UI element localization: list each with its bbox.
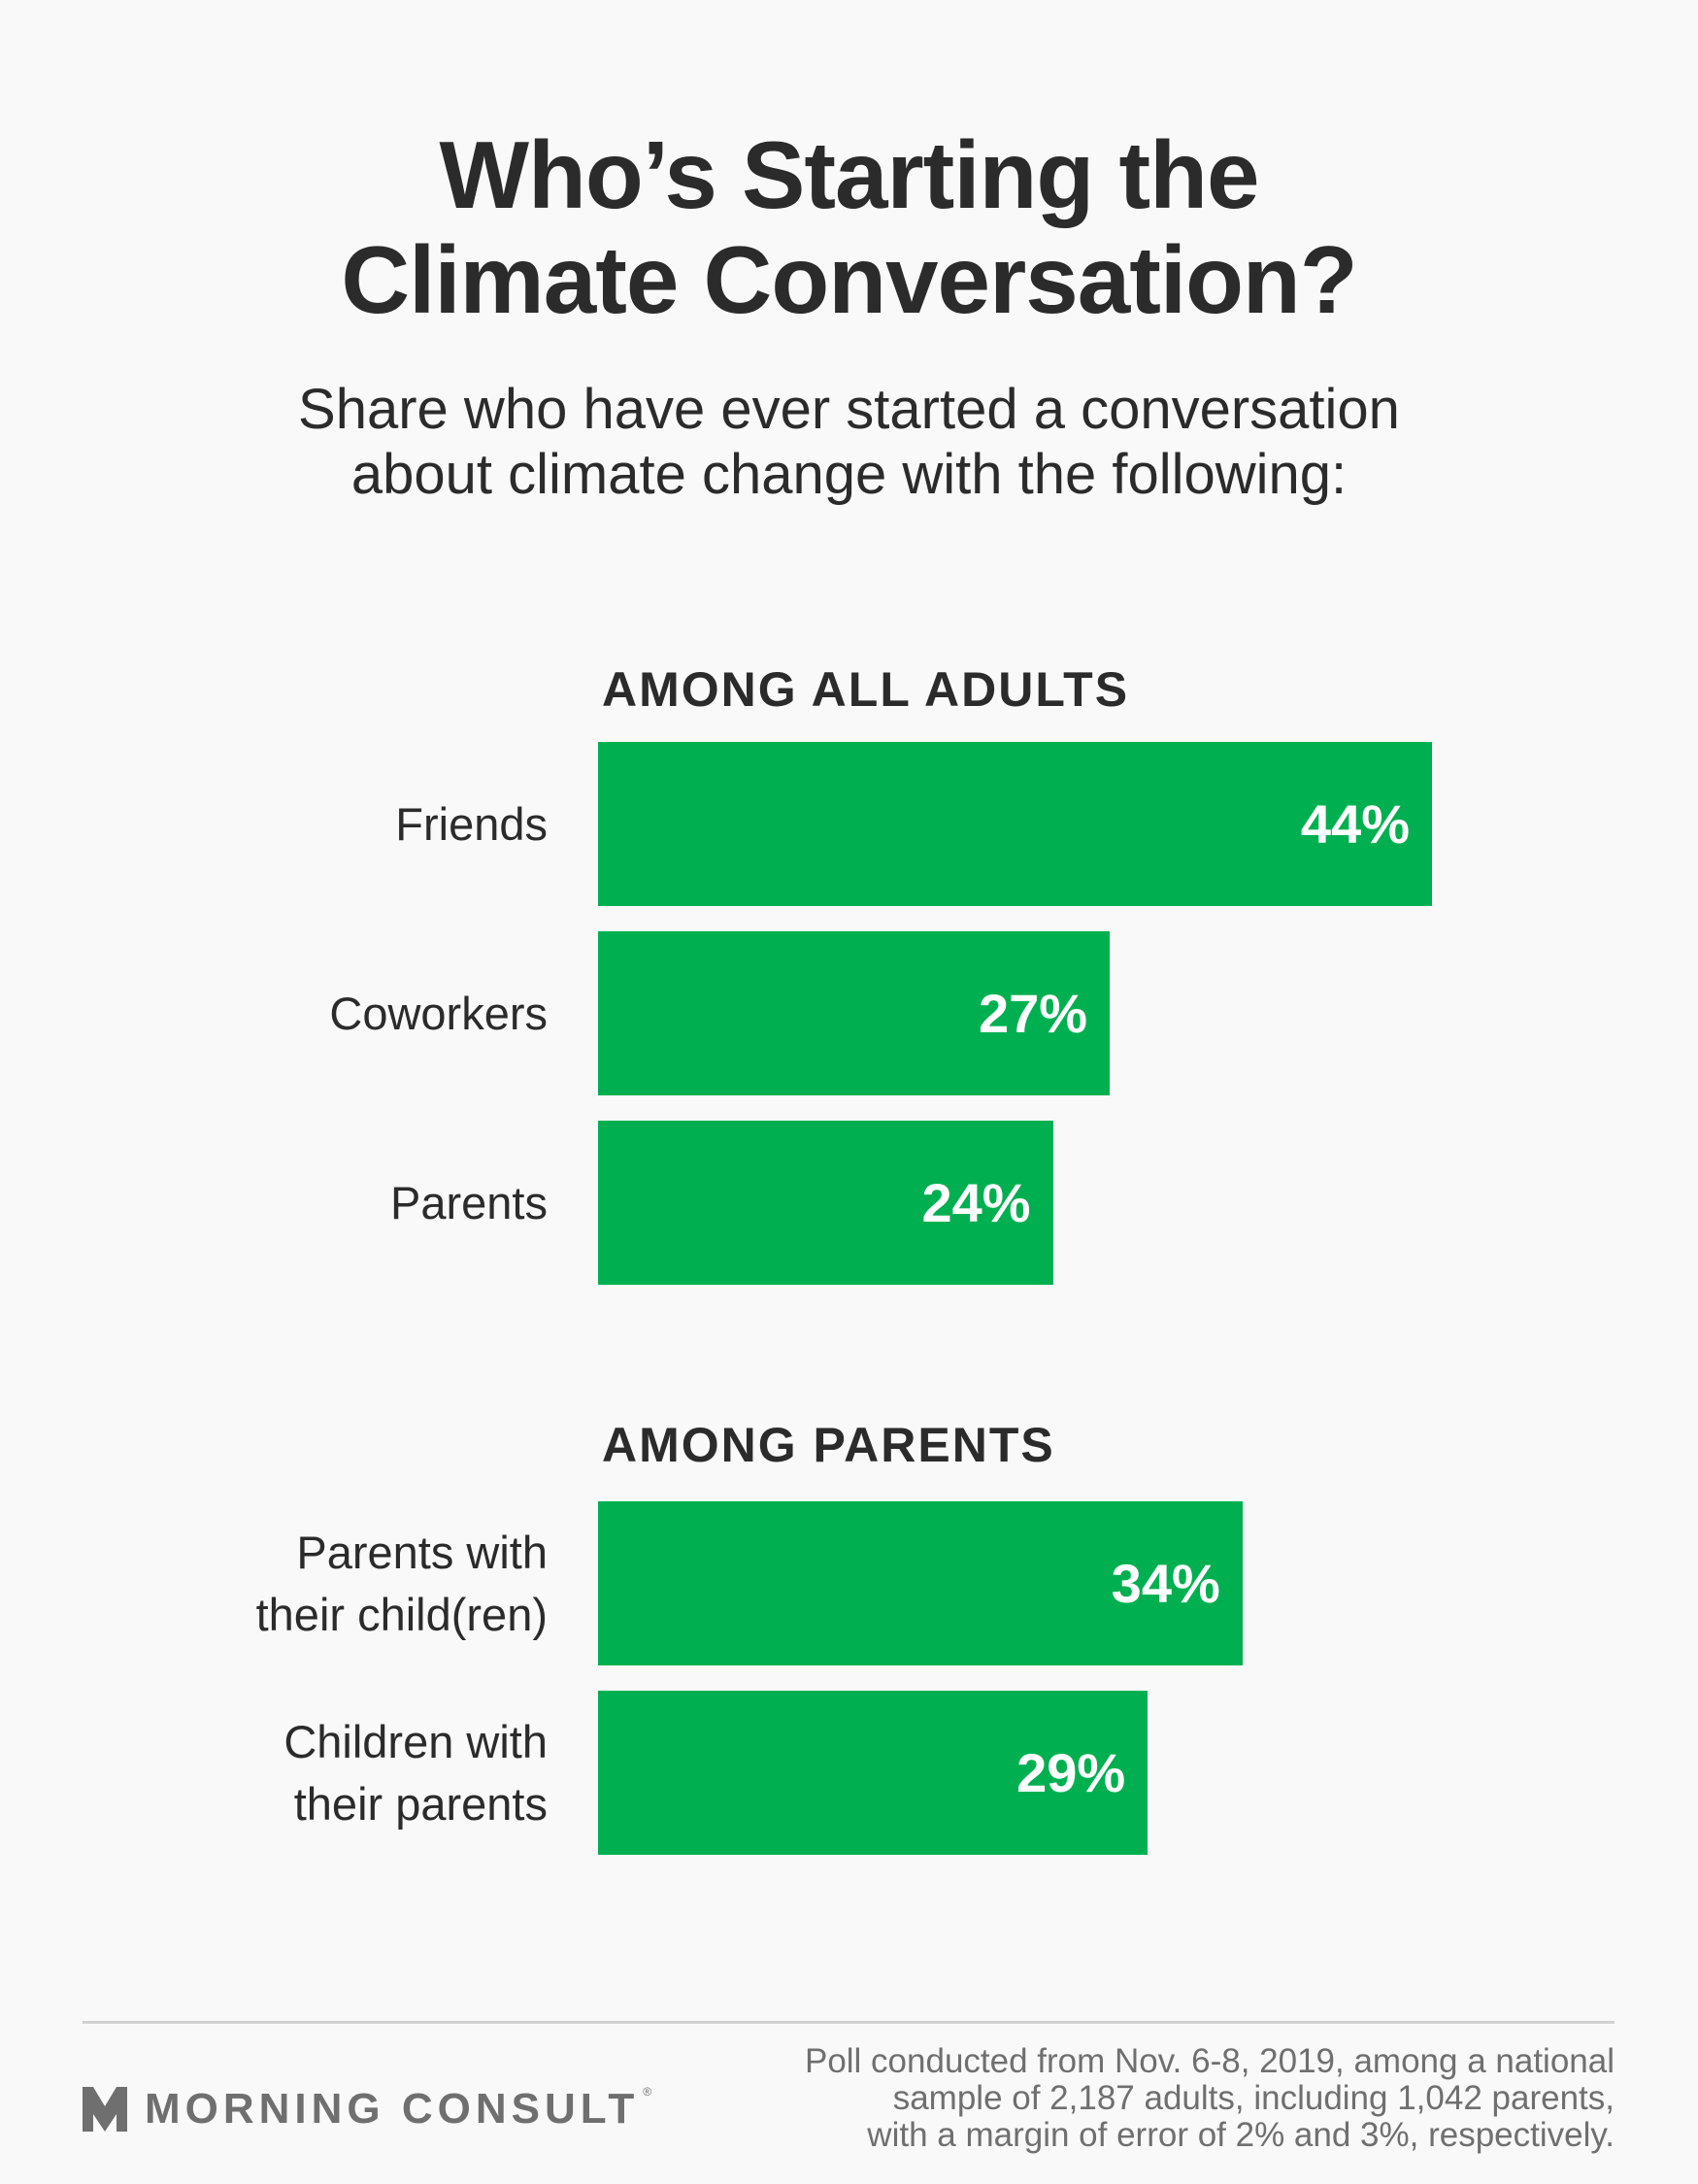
methodology-note: Poll conducted from Nov. 6-8, 2019, amon…	[741, 2043, 1615, 2154]
category-label-line: Friends	[395, 797, 548, 850]
morning-consult-m-icon	[83, 2087, 127, 2132]
category-label: Coworkers	[159, 931, 548, 1095]
title-line: Climate Conversation?	[341, 226, 1357, 333]
category-label-line: Coworkers	[329, 987, 548, 1039]
subtitle-line: Share who have ever started a conversati…	[298, 378, 1400, 441]
category-label-line: their child(ren)	[255, 1588, 548, 1640]
category-label-line: Parents	[390, 1176, 548, 1228]
note-line: with a margin of error of 2% and 3%, res…	[867, 2116, 1615, 2154]
bar: 44%	[598, 742, 1432, 906]
value-label: 24%	[921, 1172, 1031, 1233]
category-label: Friends	[159, 742, 548, 906]
note-line: sample of 2,187 adults, including 1,042 …	[892, 2079, 1615, 2117]
bar: 24%	[598, 1121, 1053, 1285]
chart-subtitle: Share who have ever started a conversati…	[0, 377, 1698, 507]
category-label-line: Children with	[283, 1715, 548, 1767]
registered-mark: ®	[643, 2085, 652, 2099]
category-label: Parents with their child(ren)	[159, 1501, 548, 1665]
value-label: 44%	[1300, 793, 1410, 855]
logo-text: MORNING CONSULT	[145, 2085, 640, 2133]
subtitle-line: about climate change with the following:	[350, 443, 1348, 506]
category-label: Children with their parents	[159, 1691, 548, 1855]
value-label: 29%	[1016, 1742, 1126, 1803]
bar: 27%	[598, 931, 1111, 1095]
section-title: AMONG PARENTS	[602, 1418, 1055, 1472]
section-title: AMONG ALL ADULTS	[602, 662, 1130, 717]
chart-title: Who’s Starting the Climate Conversation?	[0, 122, 1698, 332]
category-label-line: Parents with	[296, 1526, 548, 1578]
bar: 34%	[598, 1501, 1243, 1665]
value-label: 27%	[979, 983, 1088, 1044]
bar: 29%	[598, 1691, 1149, 1855]
category-label: Parents	[159, 1121, 548, 1285]
footer-divider	[83, 2021, 1615, 2024]
category-label-line: their parents	[293, 1777, 548, 1830]
note-line: Poll conducted from Nov. 6-8, 2019, amon…	[804, 2042, 1615, 2080]
morning-consult-logo: MORNING CONSULT ®	[83, 2085, 651, 2134]
value-label: 34%	[1111, 1553, 1220, 1614]
title-line: Who’s Starting the	[439, 121, 1260, 228]
